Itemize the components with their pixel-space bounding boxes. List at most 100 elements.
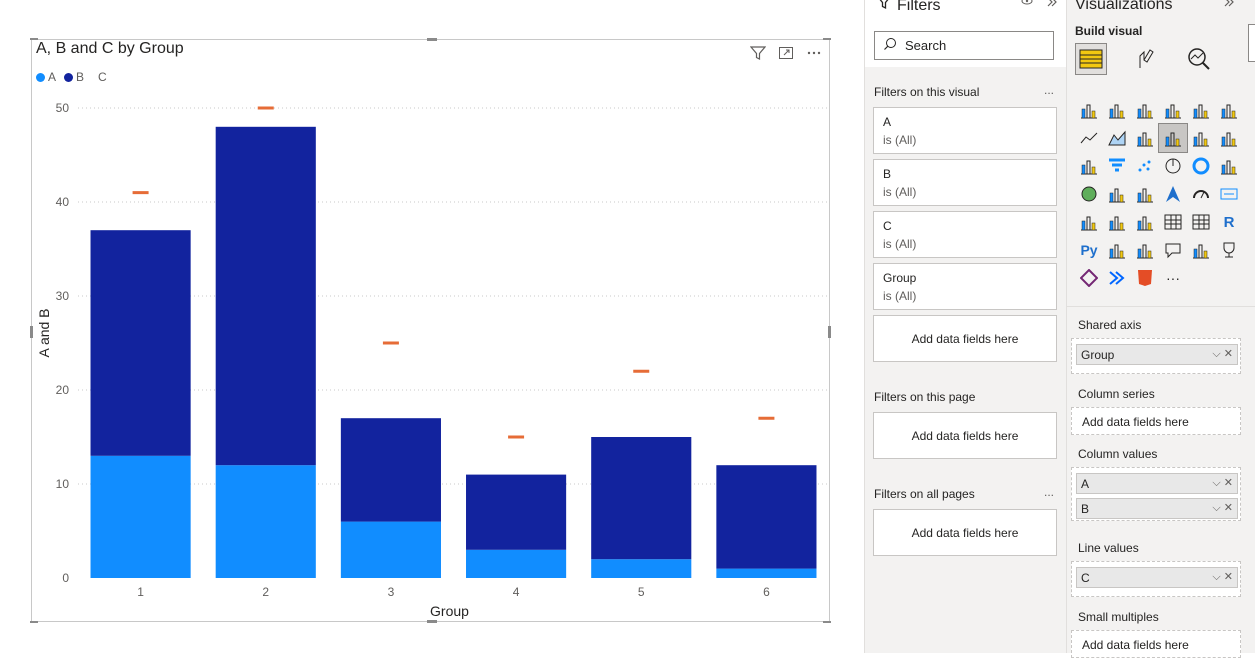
combo-chart-visual[interactable]: A, B and C by Group A B C (30, 38, 831, 623)
legend-item-b[interactable]: B (64, 70, 84, 84)
format-visual-tab-icon[interactable] (1129, 43, 1161, 75)
all-pages-filters-drop-zone[interactable]: Add data fields here (873, 509, 1057, 556)
column-values-field-b[interactable]: B ⌵ ✕ (1076, 498, 1238, 519)
filters-search-input[interactable]: Search (874, 31, 1054, 60)
table-icon[interactable] (1159, 208, 1187, 236)
filter-card-group[interactable]: Group is (All) (873, 263, 1057, 310)
scatter-icon[interactable] (1131, 152, 1159, 180)
donut-chart-icon[interactable] (1187, 152, 1215, 180)
filters-on-visual-label: Filters on this visual (874, 85, 980, 99)
filters-on-page-label: Filters on this page (874, 390, 976, 404)
map-icon[interactable] (1075, 180, 1103, 208)
visual-type-gallery: R Py ··· (1075, 96, 1243, 292)
column-series-well[interactable]: Add data fields here (1071, 407, 1241, 435)
line-stacked-column-icon[interactable] (1187, 124, 1215, 152)
more-visuals-icon[interactable]: ··· (1166, 270, 1180, 286)
line-values-field-c-label: C (1081, 570, 1090, 585)
viz-tabs (1075, 43, 1215, 75)
page-filters-drop-zone[interactable]: Add data fields here (873, 412, 1057, 459)
legend-item-a[interactable]: A (36, 70, 56, 84)
filters-on-visual-more[interactable]: ... (1043, 83, 1054, 97)
python-visual-icon[interactable]: Py (1080, 242, 1098, 258)
qa-icon[interactable] (1159, 236, 1187, 264)
line-values-well[interactable]: C ⌵ ✕ (1071, 561, 1241, 597)
resize-handle-left[interactable] (30, 326, 33, 338)
stacked-bar-icon[interactable] (1075, 96, 1103, 124)
filter-card-c[interactable]: C is (All) (873, 211, 1057, 258)
clustered-column-icon[interactable] (1159, 96, 1187, 124)
line-values-field-c[interactable]: C ⌵ ✕ (1076, 567, 1238, 588)
resize-handle-tr[interactable] (823, 38, 831, 40)
stacked-area-icon[interactable] (1131, 124, 1159, 152)
shape-map-icon[interactable] (1131, 180, 1159, 208)
decomposition-tree-icon[interactable] (1131, 236, 1159, 264)
treemap-icon[interactable] (1215, 152, 1243, 180)
eye-icon[interactable] (1020, 0, 1034, 12)
html-visual-icon[interactable] (1131, 264, 1159, 292)
filters-title: Filters (897, 0, 941, 14)
matrix-icon[interactable] (1187, 208, 1215, 236)
field-remove-icon[interactable]: ⌵ ✕ (1212, 348, 1233, 360)
resize-handle-bl[interactable] (30, 621, 38, 623)
x-tick-label: 6 (763, 585, 770, 599)
filters-header-icons (1020, 0, 1058, 12)
100-stacked-bar-icon[interactable] (1187, 96, 1215, 124)
r-visual-icon[interactable]: R (1223, 213, 1235, 231)
small-multiples-well[interactable]: Add data fields here (1071, 630, 1241, 658)
build-visual-tab-icon[interactable] (1075, 43, 1107, 75)
gauge-icon[interactable] (1187, 180, 1215, 208)
metrics-icon[interactable] (1215, 236, 1243, 264)
multirow-card-icon[interactable] (1075, 208, 1103, 236)
visual-filters-drop-zone[interactable]: Add data fields here (873, 315, 1057, 362)
pie-chart-icon[interactable] (1159, 152, 1187, 180)
bar-b-3 (340, 418, 441, 522)
resize-handle-bottom[interactable] (427, 620, 437, 623)
filter-icon[interactable] (749, 44, 767, 62)
waterfall-icon[interactable] (1075, 152, 1103, 180)
field-remove-icon[interactable]: ⌵ ✕ (1212, 477, 1233, 489)
bar-b-5 (591, 437, 692, 560)
slicer-icon[interactable] (1131, 208, 1159, 236)
line-clustered-column-icon[interactable] (1158, 123, 1188, 153)
filled-map-icon[interactable] (1103, 180, 1131, 208)
100-stacked-column-icon[interactable] (1215, 96, 1243, 124)
x-axis-title: Group (430, 603, 469, 619)
ribbon-chart-icon[interactable] (1215, 124, 1243, 152)
resize-handle-tl[interactable] (30, 38, 38, 40)
column-values-well[interactable]: A ⌵ ✕ B ⌵ ✕ (1071, 467, 1241, 521)
clustered-bar-icon[interactable] (1131, 96, 1159, 124)
field-remove-icon[interactable]: ⌵ ✕ (1212, 502, 1233, 514)
power-automate-icon[interactable] (1103, 264, 1131, 292)
resize-handle-right[interactable] (828, 326, 831, 338)
column-values-field-a[interactable]: A ⌵ ✕ (1076, 473, 1238, 494)
shared-axis-well[interactable]: Group ⌵ ✕ (1071, 338, 1241, 374)
kpi-icon[interactable] (1103, 208, 1131, 236)
legend-item-c[interactable]: C (98, 70, 107, 84)
filter-card-a-name: A (883, 115, 892, 129)
filter-card-a[interactable]: A is (All) (873, 107, 1057, 154)
area-chart-icon[interactable] (1103, 124, 1131, 152)
more-options-icon[interactable] (805, 44, 823, 62)
collapse-visualizations-icon[interactable] (1223, 0, 1235, 12)
power-apps-icon[interactable] (1075, 264, 1103, 292)
funnel-icon[interactable] (1103, 152, 1131, 180)
pane-scroll-edge[interactable] (1248, 24, 1255, 62)
key-influencers-icon[interactable] (1103, 236, 1131, 264)
filters-all-pages-more[interactable]: ... (1043, 485, 1054, 499)
stacked-column-icon[interactable] (1103, 96, 1131, 124)
visualizations-title: Visualizations (1075, 0, 1173, 13)
shared-axis-field-group[interactable]: Group ⌵ ✕ (1076, 344, 1238, 365)
paginated-report-icon[interactable] (1187, 236, 1215, 264)
filters-header: Filters (877, 0, 941, 15)
resize-handle-br[interactable] (823, 621, 831, 623)
analytics-tab-icon[interactable] (1183, 43, 1215, 75)
line-chart-icon[interactable] (1075, 124, 1103, 152)
filter-card-b[interactable]: B is (All) (873, 159, 1057, 206)
filter-card-c-value: is (All) (883, 237, 917, 251)
card-icon[interactable] (1215, 180, 1243, 208)
azure-map-icon[interactable] (1159, 180, 1187, 208)
resize-handle-top[interactable] (427, 38, 437, 41)
collapse-filters-icon[interactable] (1046, 0, 1058, 12)
field-remove-icon[interactable]: ⌵ ✕ (1212, 571, 1233, 583)
focus-mode-icon[interactable] (777, 44, 795, 62)
